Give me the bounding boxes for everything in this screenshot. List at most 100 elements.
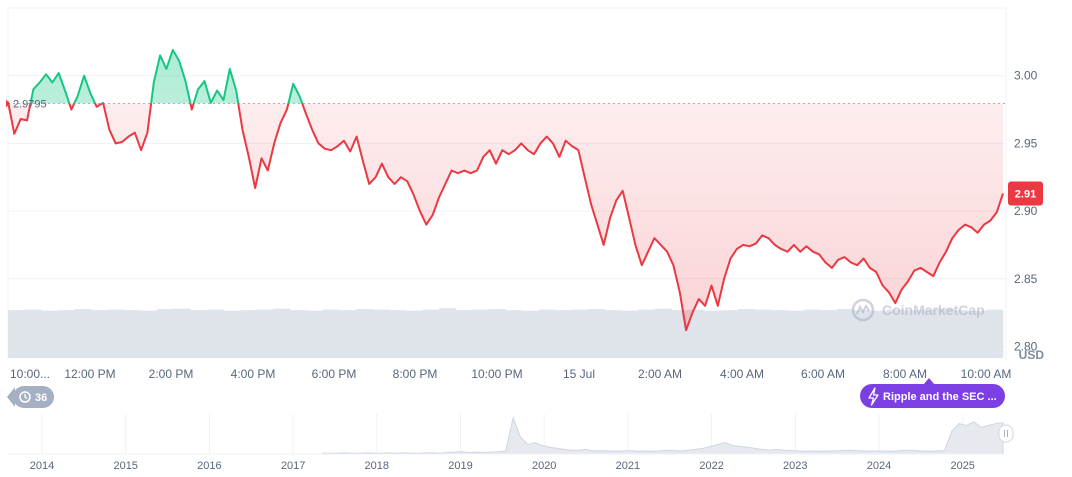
lightning-icon xyxy=(868,387,879,406)
x-axis: 10:00... 12:00 PM 2:00 PM 4:00 PM 6:00 PM 8:0… xyxy=(10,367,1011,381)
x-tick-label: 2:00 AM xyxy=(638,367,682,381)
y-axis: 3.00 2.95 2.90 2.85 2.80 xyxy=(1014,69,1038,354)
x-tick-label: 4:00 PM xyxy=(231,367,276,381)
year-label: 2017 xyxy=(281,460,305,472)
volume-bar xyxy=(936,308,954,358)
volume-bar xyxy=(787,310,805,358)
volume-bar xyxy=(638,309,656,358)
area-below-baseline xyxy=(8,103,1003,331)
volume-bar xyxy=(124,310,141,358)
overview-area xyxy=(322,416,1004,455)
x-tick-label: 6:00 PM xyxy=(312,367,357,381)
volume-bar xyxy=(953,310,971,358)
volume-bar xyxy=(886,309,904,358)
currency-label: USD xyxy=(1019,348,1045,362)
volume-bar xyxy=(356,309,374,358)
volume-bar xyxy=(571,309,589,358)
volume-bar xyxy=(173,308,191,358)
volume-bar xyxy=(389,310,407,358)
year-label: 2015 xyxy=(113,460,137,472)
volume-bar xyxy=(488,309,506,358)
volume-bar xyxy=(406,310,423,358)
history-icon xyxy=(19,391,31,403)
volume-bar xyxy=(223,310,241,358)
volume-bar xyxy=(439,308,457,358)
volume-bar xyxy=(107,309,125,358)
volume-bar xyxy=(605,310,622,358)
volume-bar xyxy=(306,310,324,358)
x-tick-label: 8:00 AM xyxy=(883,367,927,381)
volume-bar xyxy=(920,309,937,358)
volume-bar xyxy=(903,310,921,358)
price-line-down xyxy=(7,103,1004,332)
overview-navigator[interactable]: 2014 2015 2016 2017 2018 2019 2020 2021 2022 2023… xyxy=(8,414,1014,472)
volume-bar xyxy=(986,309,1004,358)
year-label: 2024 xyxy=(867,460,891,472)
volume-bar xyxy=(74,309,92,358)
current-price-label: 2.91 xyxy=(1015,188,1036,200)
year-label: 2016 xyxy=(197,460,221,472)
coinmarketcap-logo-icon xyxy=(851,298,875,322)
year-label: 2022 xyxy=(699,460,723,472)
volume-bar xyxy=(190,310,208,358)
year-label: 2021 xyxy=(616,460,640,472)
overview-year-axis: 2014 2015 2016 2017 2018 2019 2020 2021 2022 2023… xyxy=(30,460,975,472)
volume-bar xyxy=(687,309,705,358)
volume-bar xyxy=(339,310,357,358)
year-label: 2019 xyxy=(448,460,472,472)
volume-bar xyxy=(621,310,639,358)
volume-bar xyxy=(837,309,855,358)
volume-bar xyxy=(207,309,224,358)
events-count: 36 xyxy=(35,392,47,404)
volume-bar xyxy=(721,310,738,358)
overview-handle[interactable] xyxy=(998,424,1014,443)
volume-bar xyxy=(505,310,523,358)
volume-bar xyxy=(41,310,59,358)
year-label: 2023 xyxy=(783,460,807,472)
volume-bar xyxy=(157,309,175,358)
current-price-badge: 2.91 xyxy=(1008,181,1043,206)
news-chip-label: Ripple and the SEC ... xyxy=(883,391,997,403)
y-tick-label: 2.95 xyxy=(1014,136,1038,150)
volume-bar xyxy=(273,308,291,358)
volume-bar xyxy=(455,310,473,358)
watermark-text: CoinMarketCap xyxy=(882,302,985,318)
volume-bar xyxy=(90,310,108,358)
volume-bar xyxy=(538,309,556,358)
volume-bar xyxy=(289,310,307,358)
volume-bar xyxy=(422,309,440,358)
news-chip[interactable]: Ripple and the SEC ... xyxy=(860,378,1005,408)
baseline-marker: 2.9795 xyxy=(6,98,47,110)
volume-bar xyxy=(256,309,274,358)
volume-bar xyxy=(472,309,490,358)
volume-bar xyxy=(853,310,871,358)
volume-bar xyxy=(754,309,772,358)
y-tick-label: 3.00 xyxy=(1014,69,1038,83)
x-tick-label: 4:00 AM xyxy=(720,367,764,381)
x-tick-label: 10:00... xyxy=(10,367,50,381)
volume-bar xyxy=(870,310,888,358)
volume-bar xyxy=(522,310,539,358)
baseline-label: 2.9795 xyxy=(13,98,47,110)
x-tick-label: 10:00 AM xyxy=(961,367,1012,381)
volume-bar xyxy=(240,310,258,358)
year-label: 2025 xyxy=(950,460,974,472)
x-tick-label: 2:00 PM xyxy=(149,367,194,381)
watermark: CoinMarketCap xyxy=(851,298,985,322)
price-line-up xyxy=(7,49,304,104)
x-tick-label: 8:00 PM xyxy=(393,367,438,381)
volume-bar xyxy=(140,310,158,358)
volume-bar xyxy=(555,310,573,358)
events-badge[interactable]: 36 xyxy=(7,386,54,408)
volume-bars xyxy=(8,308,1004,358)
x-tick-label: 15 Jul xyxy=(563,367,595,381)
volume-bar xyxy=(8,310,25,358)
y-tick-label: 2.90 xyxy=(1014,204,1038,218)
volume-bar xyxy=(654,308,672,358)
volume-bar xyxy=(24,309,42,358)
volume-bar xyxy=(588,309,606,358)
volume-bar xyxy=(770,310,788,358)
x-tick-label: 6:00 AM xyxy=(801,367,845,381)
volume-bar xyxy=(804,309,821,358)
